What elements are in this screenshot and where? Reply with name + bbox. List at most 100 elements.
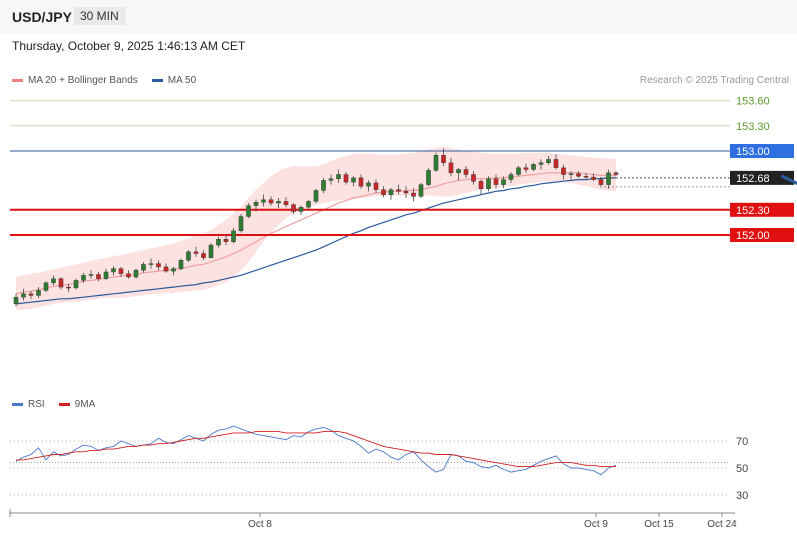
candle-body [508,174,514,180]
candle-body [403,191,409,194]
candle-body [613,172,619,175]
legend-ma20-label: MA 20 + Bollinger Bands [28,75,138,86]
candle-body [553,159,559,168]
candle-body [471,174,476,182]
candle-body [313,190,319,202]
candle-body [538,162,544,165]
candle-body [523,167,529,170]
candle-body [298,207,304,212]
support-level-tag [730,202,794,217]
candle-body [418,184,424,197]
rsi-tick-label: 30 [736,490,748,502]
legend-ma20-swatch [12,79,23,82]
rsi-line [15,425,617,476]
legend-ma20: MA 20 + Bollinger Bands [12,75,138,86]
candle-body [441,154,446,163]
candle-body [246,205,251,217]
last-price-label: 152.68 [736,173,770,185]
last-price-tag [730,170,794,185]
legend-rsi-label: RSI [28,399,45,410]
target-level-label: 153.30 [736,121,770,133]
rsi-legend: RSI 9MA [12,399,109,410]
candle-body [486,178,491,190]
candle-body [336,174,341,179]
candle-body [171,268,176,272]
candle-body [156,263,161,268]
candle-body [381,189,386,195]
candle-body [268,199,274,204]
candle-body [456,169,461,174]
legend-ma50-swatch [151,79,163,82]
candle-body [208,244,214,258]
rsi-9ma-line [16,431,616,468]
candle-body [463,169,469,175]
candle-body [141,264,146,271]
x-axis-tick-label: Oct 8 [248,519,272,530]
legend-9ma-swatch [58,403,70,406]
candle-body [66,286,71,289]
candle-body [591,176,596,180]
candle-body [373,182,379,190]
candle-body [43,282,49,291]
rsi-tick-label: 50 [736,463,748,475]
candle-body [186,251,191,261]
candle-body [606,172,611,185]
chart-header: USD/JPY 30 MIN [0,0,797,34]
support-level-label: 152.00 [736,230,770,242]
candle-body [216,238,221,246]
candle-body [516,167,521,175]
legend-ma50: MA 50 [151,75,196,86]
candle-body [253,202,259,206]
candle-body [283,201,289,205]
candle-body [328,178,334,181]
candle-body [28,293,34,296]
candle-body [81,275,86,281]
candle-body [193,251,199,254]
candle-body [478,181,484,190]
candle-body [73,280,79,289]
candle-body [163,266,169,272]
candle-body [576,173,581,177]
candle-body [96,274,101,279]
candle-body [426,170,431,185]
candle-body [133,270,139,278]
candle-body [238,216,244,232]
candle-body [411,192,416,197]
candle-body [276,201,281,204]
ma50-line [15,177,616,305]
candle-body [321,180,326,191]
candle-body [103,271,109,279]
candle-body [88,274,94,276]
rsi-tick-label: 70 [736,436,748,448]
candle-body [583,175,589,178]
legend-rsi: RSI [12,399,45,410]
candle-body [306,201,311,208]
candle-body [21,293,26,298]
legend-9ma: 9MA [58,399,95,410]
candle-body [501,179,506,185]
chart-datetime: Thursday, October 9, 2025 1:46:13 AM CET [12,39,246,53]
x-axis-tick-label: Oct 15 [644,519,674,530]
resistance-level-tag [730,144,794,158]
candle-body [546,159,551,163]
candle-body [118,268,124,274]
candle-body [223,238,229,242]
price-legend: MA 20 + Bollinger Bands MA 50 [12,75,210,86]
candle-body [598,179,604,185]
candle-body [36,290,41,296]
candle-body [493,178,499,185]
symbol-title: USD/JPY [12,9,72,25]
interval-badge[interactable]: 30 MIN [74,7,125,25]
candle-body [111,268,116,273]
research-credit: Research © 2025 Trading Central [639,75,789,86]
candle-body [448,162,454,174]
candle-body [231,230,236,242]
candle-body [148,263,154,265]
candle-body [531,164,536,170]
candle-body [261,199,266,203]
candle-body [178,260,184,269]
ma20-line [15,172,616,295]
candle-body [13,296,19,305]
target-level-label: 153.60 [736,96,770,108]
